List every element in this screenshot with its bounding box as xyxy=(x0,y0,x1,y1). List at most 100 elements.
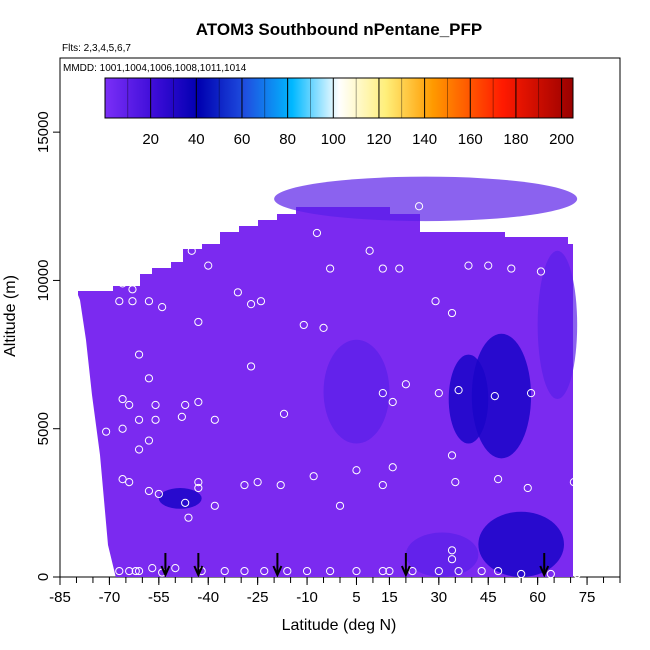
sample-point xyxy=(559,222,569,232)
sample-point xyxy=(125,267,134,276)
sample-point xyxy=(365,246,374,255)
sample-point xyxy=(378,389,387,398)
sample-point xyxy=(144,436,154,445)
sample-point xyxy=(526,389,536,398)
sample-point xyxy=(240,480,249,490)
sample-point xyxy=(326,566,335,576)
sample-point xyxy=(125,400,134,410)
x-tick-label: 60 xyxy=(529,589,546,606)
flight-arrow-head xyxy=(272,565,283,578)
sample-point xyxy=(266,199,275,208)
sample-point xyxy=(177,412,186,421)
heatmap-region xyxy=(537,250,578,400)
heatmap-region xyxy=(448,354,489,444)
sample-point xyxy=(319,323,328,332)
sample-point xyxy=(151,415,160,424)
sample-point xyxy=(210,415,219,424)
sample-point xyxy=(134,415,144,424)
sample-point xyxy=(494,566,503,576)
sample-point xyxy=(246,362,256,371)
y-tick-label: 10000 xyxy=(35,260,52,302)
flight-arrow-head xyxy=(193,565,204,578)
sample-point xyxy=(546,569,555,579)
sample-point xyxy=(125,566,134,576)
x-tick-label: 5 xyxy=(352,589,360,606)
chart-title: ATOM3 Southbound nPentane_PFP xyxy=(196,20,483,39)
x-tick-label: -70 xyxy=(99,589,121,606)
flight-arrow-head xyxy=(400,565,411,578)
colorbar-gradient xyxy=(104,77,574,119)
y-axis-label: Altitude (m) xyxy=(2,275,19,357)
sample-point xyxy=(573,569,582,579)
sample-markers xyxy=(62,199,582,579)
sample-point xyxy=(131,566,140,576)
sample-point xyxy=(240,566,249,576)
sample-point xyxy=(118,394,127,404)
sample-point xyxy=(154,489,163,499)
heatmap-region xyxy=(274,176,578,222)
sample-point xyxy=(395,264,404,273)
heatmap-region xyxy=(471,333,532,459)
sample-point xyxy=(447,555,457,564)
sample-point xyxy=(187,246,196,255)
sample-point xyxy=(181,498,190,507)
flights-label: Flts: 2,3,4,5,6,7 xyxy=(62,43,131,54)
sample-point xyxy=(246,300,256,309)
sample-point xyxy=(517,569,526,579)
sample-point xyxy=(299,320,308,330)
sample-point xyxy=(302,566,312,576)
sample-point xyxy=(164,249,173,258)
sample-point xyxy=(494,475,503,484)
sample-point xyxy=(194,397,203,407)
heatmap-region xyxy=(158,488,202,509)
sample-point xyxy=(431,297,440,306)
x-axis: -85 -70 -55 -40 -25 -10 5 15 30 45 60 75 xyxy=(49,577,621,606)
colorbar-tick-label: 40 xyxy=(188,131,205,148)
sample-point xyxy=(447,308,457,318)
sample-point xyxy=(451,477,460,487)
sample-point xyxy=(253,477,262,487)
sample-point xyxy=(134,350,144,359)
sample-point xyxy=(111,276,121,285)
flight-arrow-head xyxy=(539,565,550,578)
sample-point xyxy=(454,386,463,395)
y-tick-label: 15000 xyxy=(35,111,52,153)
sample-point xyxy=(194,477,203,487)
sample-point xyxy=(184,513,193,522)
sample-point xyxy=(408,566,417,576)
sample-point xyxy=(378,480,387,490)
sample-point xyxy=(85,279,94,288)
sample-point xyxy=(233,288,242,297)
sample-point xyxy=(102,427,111,436)
sample-point xyxy=(115,566,124,576)
x-tick-label: -40 xyxy=(197,589,219,606)
sample-point xyxy=(312,228,322,238)
colorbar-tick-label: 100 xyxy=(321,131,346,148)
sample-point xyxy=(144,486,154,496)
sample-point xyxy=(144,297,154,306)
colorbar-tick-label: 120 xyxy=(366,131,391,148)
x-tick-label: -85 xyxy=(49,589,71,606)
sample-point xyxy=(378,566,387,576)
sample-point xyxy=(401,380,410,389)
sample-point xyxy=(62,279,71,288)
sample-point xyxy=(388,397,397,407)
sample-point xyxy=(523,483,532,493)
sample-point xyxy=(204,261,213,270)
x-tick-label: 30 xyxy=(430,589,447,606)
sample-point xyxy=(128,297,137,306)
sample-point xyxy=(118,475,127,484)
sample-point xyxy=(118,424,127,433)
heatmap-region xyxy=(405,532,479,577)
sample-point xyxy=(434,389,443,398)
dates-label: MMDD: 1001,1004,1006,1008,1011,1014 xyxy=(63,63,247,74)
sample-point xyxy=(260,566,269,576)
colorbar-tick-label: 180 xyxy=(503,131,528,148)
sample-point xyxy=(283,566,292,576)
x-tick-label: 75 xyxy=(579,589,596,606)
sample-point xyxy=(454,566,463,576)
sample-point xyxy=(144,261,154,270)
sample-point xyxy=(385,566,394,576)
sample-point xyxy=(134,445,144,454)
